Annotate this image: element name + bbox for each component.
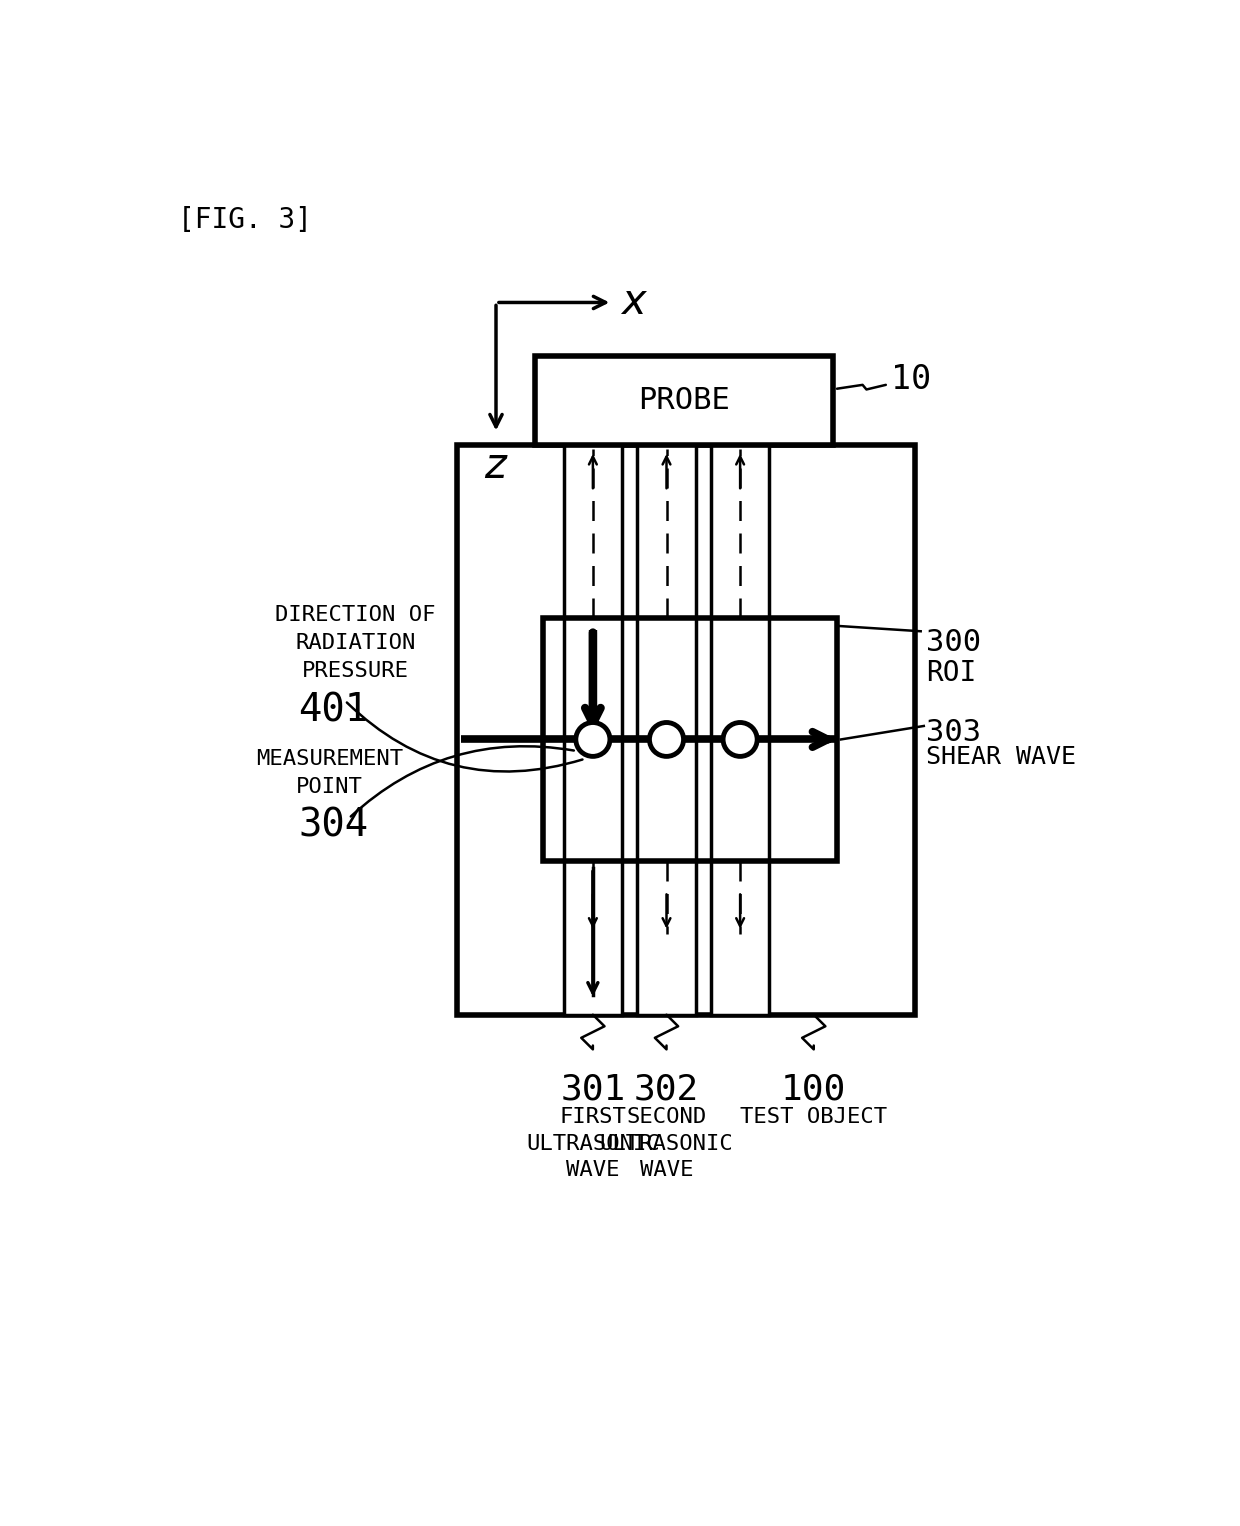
Circle shape xyxy=(575,722,610,757)
Bar xyxy=(637,446,696,1015)
Text: 301: 301 xyxy=(560,1073,625,1106)
Text: SHEAR WAVE: SHEAR WAVE xyxy=(926,745,1076,769)
Text: 302: 302 xyxy=(634,1073,699,1106)
Text: PROBE: PROBE xyxy=(639,386,730,415)
Bar xyxy=(458,446,915,1015)
Circle shape xyxy=(650,722,683,757)
Circle shape xyxy=(723,722,758,757)
Text: ROI: ROI xyxy=(926,659,976,687)
Text: 100: 100 xyxy=(781,1073,847,1106)
Text: SECOND
ULTRASONIC
WAVE: SECOND ULTRASONIC WAVE xyxy=(600,1108,733,1180)
Bar xyxy=(564,446,622,1015)
Text: $\mathit{z}$: $\mathit{z}$ xyxy=(484,446,508,487)
Bar xyxy=(543,618,837,861)
Text: 304: 304 xyxy=(299,807,368,845)
Text: MEASUREMENT
POINT: MEASUREMENT POINT xyxy=(255,749,403,797)
Bar xyxy=(534,357,833,446)
Text: FIRST
ULTRASONIC
WAVE: FIRST ULTRASONIC WAVE xyxy=(526,1108,660,1180)
Text: 10: 10 xyxy=(892,363,931,395)
Text: $\mathit{x}$: $\mathit{x}$ xyxy=(620,281,649,324)
Text: 300: 300 xyxy=(926,629,981,658)
Text: 401: 401 xyxy=(299,691,368,729)
Text: DIRECTION OF
RADIATION
PRESSURE: DIRECTION OF RADIATION PRESSURE xyxy=(275,606,435,681)
Text: [FIG. 3]: [FIG. 3] xyxy=(179,206,312,233)
Bar xyxy=(711,446,769,1015)
Text: TEST OBJECT: TEST OBJECT xyxy=(740,1108,888,1128)
Text: 303: 303 xyxy=(926,719,981,748)
